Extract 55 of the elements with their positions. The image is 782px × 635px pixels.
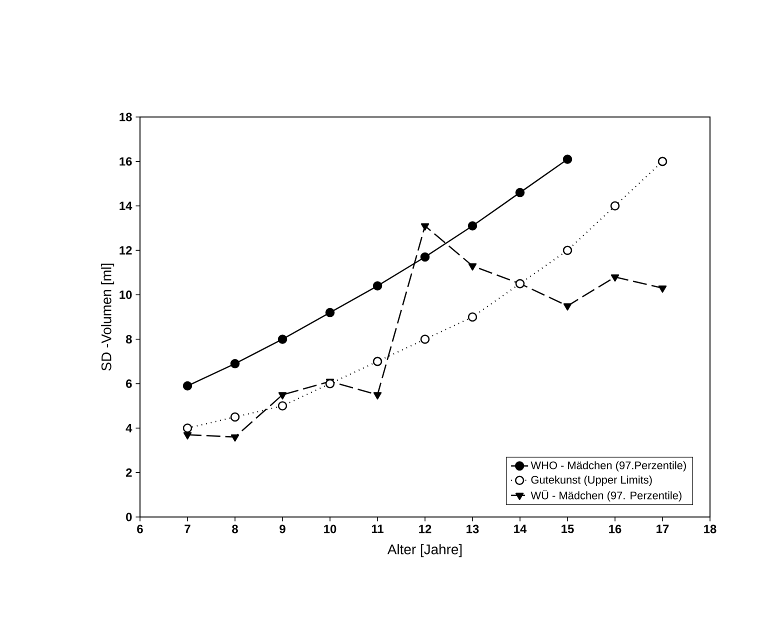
- point: [610, 274, 620, 282]
- y-tick-label: 4: [126, 424, 132, 432]
- point: [515, 188, 525, 198]
- x-tick-label: 9: [280, 524, 286, 534]
- point: [230, 434, 240, 442]
- point: [563, 303, 572, 311]
- y-tick-label: 14: [120, 202, 132, 210]
- y-tick-label: 2: [126, 468, 132, 477]
- x-tick-label: 10: [324, 524, 336, 534]
- x-tick-label: 11: [372, 524, 384, 533]
- point: [183, 432, 192, 440]
- y-tick-label: 6: [126, 379, 132, 388]
- x-tick-label: 17: [656, 524, 669, 533]
- x-tick-label: 14: [514, 524, 527, 533]
- point: [230, 359, 240, 368]
- x-tick-label: 16: [609, 524, 622, 534]
- point: [182, 381, 192, 391]
- x-tick-label: 18: [704, 524, 716, 534]
- point: [420, 334, 430, 344]
- point: [420, 252, 430, 262]
- x-axis-title: Alter [Jahre]: [387, 544, 462, 558]
- y-tick-label: 16: [120, 157, 132, 166]
- point: [278, 334, 288, 344]
- x-tick-label: 7: [184, 524, 190, 533]
- x-tick-label: 15: [562, 524, 574, 534]
- legend-label: WÜ - Mädchen (97. Perzentile): [530, 490, 682, 502]
- point: [610, 201, 620, 211]
- point: [468, 221, 478, 231]
- point: [658, 285, 667, 293]
- x-tick-label: 8: [232, 524, 238, 534]
- y-tick-label: 12: [120, 246, 132, 255]
- point: [278, 401, 288, 411]
- point: [278, 392, 287, 400]
- y-axis-title: SD -Volumen [ml]: [101, 264, 114, 371]
- point: [325, 308, 335, 318]
- y-tick-label: 10: [120, 290, 132, 299]
- point: [230, 412, 240, 422]
- legend-label: Gutekunst (Upper Limits): [531, 476, 652, 486]
- point: [562, 154, 572, 164]
- point: [468, 263, 477, 271]
- x-tick-label: 6: [137, 524, 143, 534]
- y-tick-label: 18: [120, 112, 132, 122]
- x-tick-label: 13: [466, 524, 479, 534]
- y-tick-label: 0: [126, 512, 132, 522]
- point: [372, 356, 382, 366]
- point: [420, 223, 430, 231]
- legend-label: WHO - Mädchen (97.Perzentile): [530, 461, 686, 472]
- x-tick-label: 12: [419, 524, 432, 534]
- y-tick-label: 8: [126, 334, 132, 344]
- point: [373, 392, 382, 400]
- point: [562, 246, 572, 255]
- point: [468, 312, 478, 322]
- point: [372, 281, 382, 291]
- point: [658, 156, 668, 166]
- point: [182, 423, 192, 433]
